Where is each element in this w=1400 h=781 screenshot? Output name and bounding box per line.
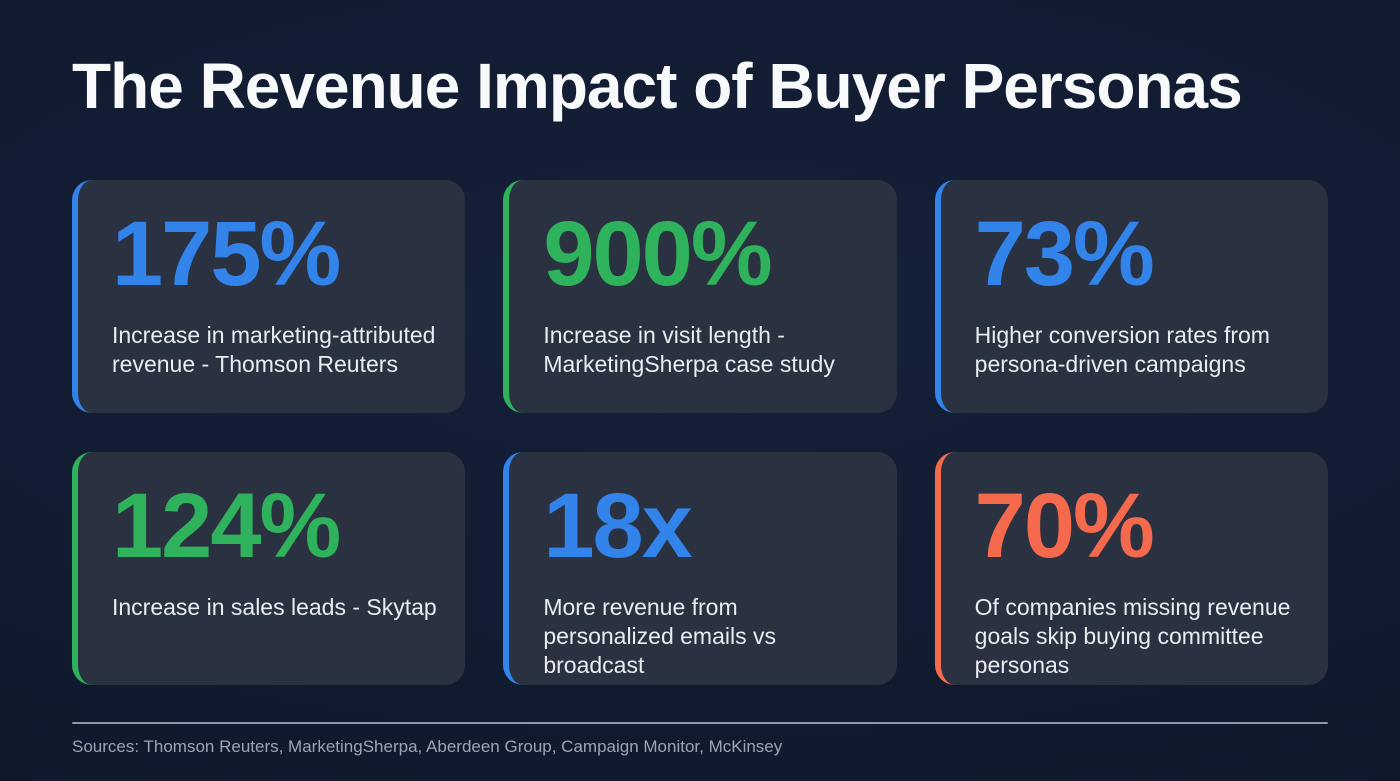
- stat-card-marketing-attributed-revenue: 175% Increase in marketing-attributed re…: [72, 180, 466, 413]
- stat-value: 900%: [543, 203, 772, 305]
- stat-description: Of companies missing revenue goals skip …: [974, 594, 1291, 678]
- sources-text: Sources: Thomson Reuters, MarketingSherp…: [72, 737, 783, 756]
- stat-description: Higher conversion rates from persona-dri…: [974, 322, 1270, 377]
- page-title: The Revenue Impact of Buyer Personas: [72, 50, 1243, 122]
- stat-value: 70%: [974, 475, 1155, 577]
- stat-value: 124%: [112, 475, 341, 577]
- stat-card-personalized-emails: 18x More revenue from personalized email…: [503, 452, 897, 685]
- stat-card-sales-leads: 124% Increase in sales leads - Skytap: [72, 452, 466, 685]
- stat-value: 73%: [974, 203, 1155, 305]
- stat-description: Increase in visit length - MarketingSher…: [543, 322, 835, 377]
- stat-description: More revenue from personalized emails vs…: [543, 594, 776, 678]
- stats-grid: 175% Increase in marketing-attributed re…: [72, 180, 1328, 685]
- stat-description: Increase in marketing-attributed revenue…: [112, 322, 436, 377]
- stat-card-visit-length: 900% Increase in visit length - Marketin…: [503, 180, 897, 413]
- stat-card-conversion-rates: 73% Higher conversion rates from persona…: [934, 180, 1328, 413]
- footer-divider: [72, 722, 1328, 724]
- stat-value: 175%: [112, 203, 341, 305]
- stat-value: 18x: [543, 475, 693, 577]
- footer: Sources: Thomson Reuters, MarketingSherp…: [72, 722, 1328, 757]
- stat-description: Increase in sales leads - Skytap: [112, 594, 437, 620]
- stat-card-buying-committee: 70% Of companies missing revenue goals s…: [934, 452, 1328, 685]
